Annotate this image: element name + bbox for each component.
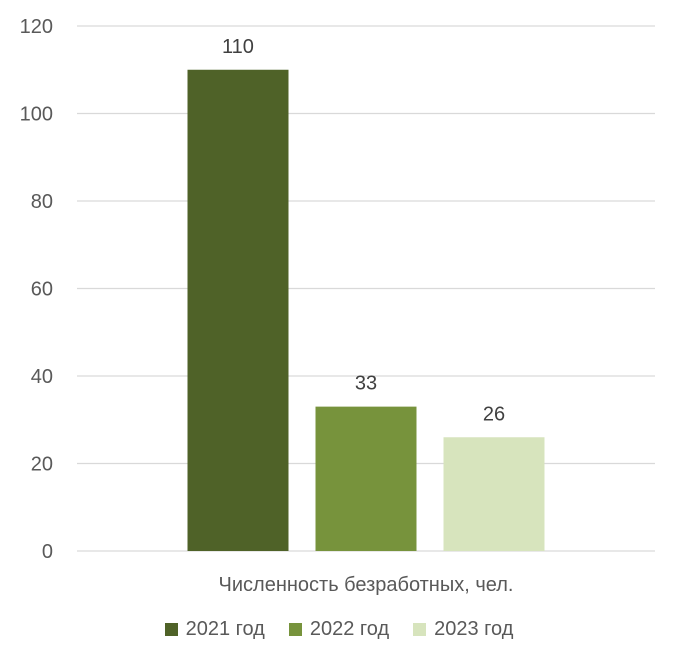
y-axis-ticks: 0 20 40 60 80 100 120 [20,16,53,563]
data-label: 26 [483,403,505,425]
legend-label: 2021 год [185,618,265,640]
data-label: 33 [355,373,377,395]
legend: 2021 год 2022 год 2023 год [0,618,678,641]
data-label: 110 [222,36,254,58]
y-tick-label: 0 [42,541,53,563]
y-tick-label: 100 [20,104,53,126]
legend-swatch [164,623,178,636]
y-tick-label: 60 [31,279,53,301]
bar-3 [443,437,545,551]
gridlines [77,25,655,552]
y-tick-label: 40 [31,366,53,388]
legend-item: 2023 год [413,618,513,641]
y-tick-label: 120 [20,16,53,38]
legend-label: 2023 год [434,618,514,640]
bar-2 [315,406,417,551]
bar-1 [187,69,289,551]
legend-swatch [413,623,427,636]
data-labels: 110 33 26 [222,36,505,426]
y-tick-label: 20 [31,454,53,476]
y-tick-label: 80 [31,191,53,213]
legend-label: 2022 год [309,618,390,640]
legend-item: 2022 год [288,618,390,641]
bars [187,69,545,551]
category-label: Численность безработных, чел. [219,574,514,596]
legend-swatch [288,623,302,636]
legend-item: 2021 год [164,618,265,641]
